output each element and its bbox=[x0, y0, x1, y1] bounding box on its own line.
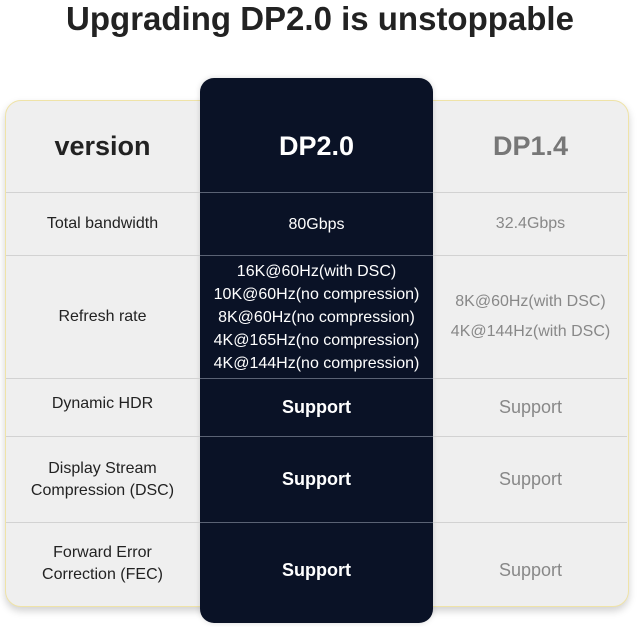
refresh-rate-item: 4K@144Hz(with DSC) bbox=[450, 323, 611, 340]
feature-fec: Forward Error Correction (FEC) bbox=[42, 544, 163, 583]
refresh-rate-item: 4K@144Hz(no compression) bbox=[213, 354, 420, 372]
row-divider bbox=[200, 378, 433, 379]
row-divider bbox=[200, 436, 433, 437]
header-version: version bbox=[54, 130, 151, 161]
row-divider bbox=[200, 192, 433, 193]
dp20-bandwidth: 80Gbps bbox=[288, 215, 345, 233]
dp14-refresh-rates: 8K@60Hz(with DSC) 4K@144Hz(with DSC) bbox=[433, 256, 628, 378]
refresh-rate-item: 8K@60Hz(with DSC) bbox=[455, 293, 606, 310]
dp14-hdr: Support bbox=[498, 396, 563, 417]
row-divider bbox=[200, 255, 433, 256]
header-dp14: DP1.4 bbox=[492, 130, 569, 161]
feature-total-bandwidth: Total bandwidth bbox=[46, 215, 159, 232]
refresh-rate-item: 4K@165Hz(no compression) bbox=[213, 331, 420, 349]
row-divider bbox=[200, 522, 433, 523]
feature-dynamic-hdr: Dynamic HDR bbox=[51, 395, 154, 412]
feature-dsc: Display Stream Compression (DSC) bbox=[30, 459, 175, 499]
page-title: Upgrading DP2.0 is unstoppable bbox=[66, 0, 574, 37]
dp20-dsc: Support bbox=[282, 469, 351, 489]
refresh-rate-item: 8K@60Hz(no compression) bbox=[218, 308, 415, 326]
dp20-fec: Support bbox=[282, 559, 351, 580]
dp14-dsc: Support bbox=[498, 469, 563, 489]
dp20-hdr: Support bbox=[282, 396, 351, 417]
refresh-rate-item: 10K@60Hz(no compression) bbox=[213, 285, 420, 303]
feature-refresh-rate: Refresh rate bbox=[58, 308, 147, 325]
dp14-bandwidth: 32.4Gbps bbox=[495, 215, 566, 232]
dp20-highlight-column bbox=[200, 78, 433, 623]
header-dp20: DP2.0 bbox=[278, 130, 355, 161]
refresh-rate-item: 16K@60Hz(with DSC) bbox=[236, 262, 397, 280]
dp20-refresh-rates: 16K@60Hz(with DSC) 10K@60Hz(no compressi… bbox=[200, 256, 433, 378]
dp14-fec: Support bbox=[498, 559, 563, 580]
